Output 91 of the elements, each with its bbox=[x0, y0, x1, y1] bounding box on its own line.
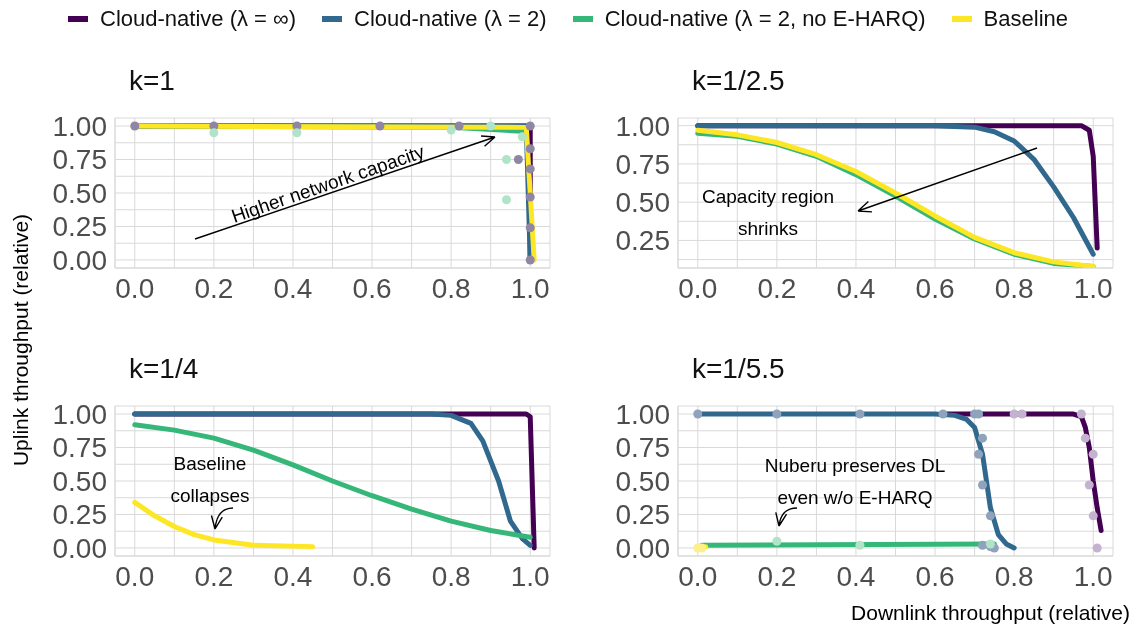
chart-title: k=1 bbox=[129, 65, 175, 97]
x-tick-label: 0.0 bbox=[678, 272, 718, 304]
point bbox=[1092, 543, 1102, 553]
point bbox=[1017, 409, 1027, 419]
legend-label: Cloud-native (λ = ∞) bbox=[100, 6, 297, 32]
point bbox=[446, 125, 456, 135]
point bbox=[1080, 433, 1090, 443]
point bbox=[209, 128, 219, 138]
point bbox=[501, 155, 512, 165]
x-tick-label: 0.4 bbox=[273, 560, 313, 592]
y-axis-title: Uplink throughput (relative) bbox=[9, 213, 32, 467]
x-axis-title: Downlink throughput (relative) bbox=[851, 601, 1130, 624]
x-tick-label: 0.6 bbox=[352, 272, 392, 304]
point bbox=[130, 121, 140, 131]
y-tick-label: 0.25 bbox=[615, 225, 670, 257]
y-tick-label: 0.50 bbox=[615, 187, 670, 219]
point bbox=[375, 121, 385, 131]
point bbox=[772, 536, 782, 546]
point bbox=[292, 128, 302, 138]
y-tick-label: 1.00 bbox=[615, 398, 670, 430]
point bbox=[513, 155, 523, 165]
legend-label: Baseline bbox=[983, 6, 1068, 32]
point bbox=[1088, 511, 1098, 521]
x-tick-label: 1.0 bbox=[1073, 272, 1113, 304]
point bbox=[974, 449, 984, 459]
y-tick-label: 0.25 bbox=[52, 211, 107, 243]
point bbox=[772, 409, 782, 419]
y-tick-label: 1.00 bbox=[52, 110, 107, 142]
point bbox=[525, 164, 535, 174]
y-tick-label: 0.25 bbox=[52, 499, 107, 531]
x-tick-label: 0.4 bbox=[836, 272, 876, 304]
x-tick-label: 0.2 bbox=[757, 560, 797, 592]
point bbox=[454, 121, 464, 131]
chart-title: k=1/5.5 bbox=[692, 353, 785, 385]
y-tick-label: 0.75 bbox=[52, 144, 107, 176]
point bbox=[985, 511, 995, 521]
legend-label: Cloud-native (λ = 2, no E-HARQ) bbox=[604, 6, 926, 32]
x-tick-label: 0.0 bbox=[115, 560, 155, 592]
y-tick-label: 0.00 bbox=[52, 532, 107, 564]
y-tick-label: 1.00 bbox=[52, 398, 107, 430]
y-tick-label: 0.50 bbox=[52, 177, 107, 209]
point bbox=[693, 409, 703, 419]
point bbox=[517, 132, 527, 142]
annotation: Nuberu preserves DL even w/o E-HARQ bbox=[764, 455, 946, 508]
point bbox=[977, 433, 988, 443]
x-tick-label: 0.6 bbox=[915, 272, 955, 304]
point bbox=[525, 255, 535, 265]
x-tick-label: 0.0 bbox=[115, 272, 155, 304]
y-tick-label: 0.75 bbox=[52, 432, 107, 464]
x-tick-label: 0.6 bbox=[915, 560, 955, 592]
x-tick-label: 1.0 bbox=[510, 560, 550, 592]
x-tick-label: 0.2 bbox=[757, 272, 797, 304]
annotation: Baseline collapses bbox=[170, 453, 250, 506]
x-tick-label: 0.0 bbox=[678, 560, 718, 592]
point bbox=[486, 121, 496, 131]
x-tick-label: 0.8 bbox=[994, 560, 1034, 592]
x-tick-label: 1.0 bbox=[510, 272, 550, 304]
chart-title: k=1/2.5 bbox=[692, 65, 785, 97]
x-tick-label: 0.4 bbox=[836, 560, 876, 592]
point bbox=[855, 409, 865, 419]
x-tick-label: 0.4 bbox=[273, 272, 313, 304]
point bbox=[1076, 409, 1086, 419]
x-tick-label: 0.2 bbox=[194, 560, 234, 592]
legend-label: Cloud-native (λ = 2) bbox=[354, 6, 547, 32]
y-tick-label: 0.00 bbox=[615, 532, 670, 564]
point bbox=[525, 144, 535, 154]
x-tick-label: 0.8 bbox=[431, 560, 471, 592]
y-tick-label: 0.50 bbox=[52, 465, 107, 497]
point bbox=[525, 121, 535, 131]
x-tick-label: 0.2 bbox=[194, 272, 234, 304]
y-tick-label: 0.75 bbox=[615, 148, 670, 180]
point bbox=[1088, 449, 1098, 459]
annotation: Capacity region shrinks bbox=[701, 186, 835, 239]
y-tick-label: 0.00 bbox=[52, 244, 107, 276]
y-tick-label: 0.25 bbox=[615, 499, 670, 531]
y-tick-label: 0.75 bbox=[615, 432, 670, 464]
x-tick-label: 0.8 bbox=[431, 272, 471, 304]
point bbox=[501, 195, 512, 205]
point bbox=[1084, 480, 1094, 490]
y-tick-label: 0.50 bbox=[615, 465, 670, 497]
point bbox=[977, 480, 988, 490]
x-tick-label: 0.8 bbox=[994, 272, 1034, 304]
point bbox=[855, 540, 865, 550]
point bbox=[525, 192, 535, 202]
x-tick-label: 0.6 bbox=[352, 560, 392, 592]
y-tick-label: 1.00 bbox=[615, 110, 670, 142]
point bbox=[938, 409, 948, 419]
chart-title: k=1/4 bbox=[129, 353, 199, 385]
point bbox=[1009, 409, 1019, 419]
x-tick-label: 1.0 bbox=[1073, 560, 1113, 592]
point bbox=[525, 223, 535, 233]
